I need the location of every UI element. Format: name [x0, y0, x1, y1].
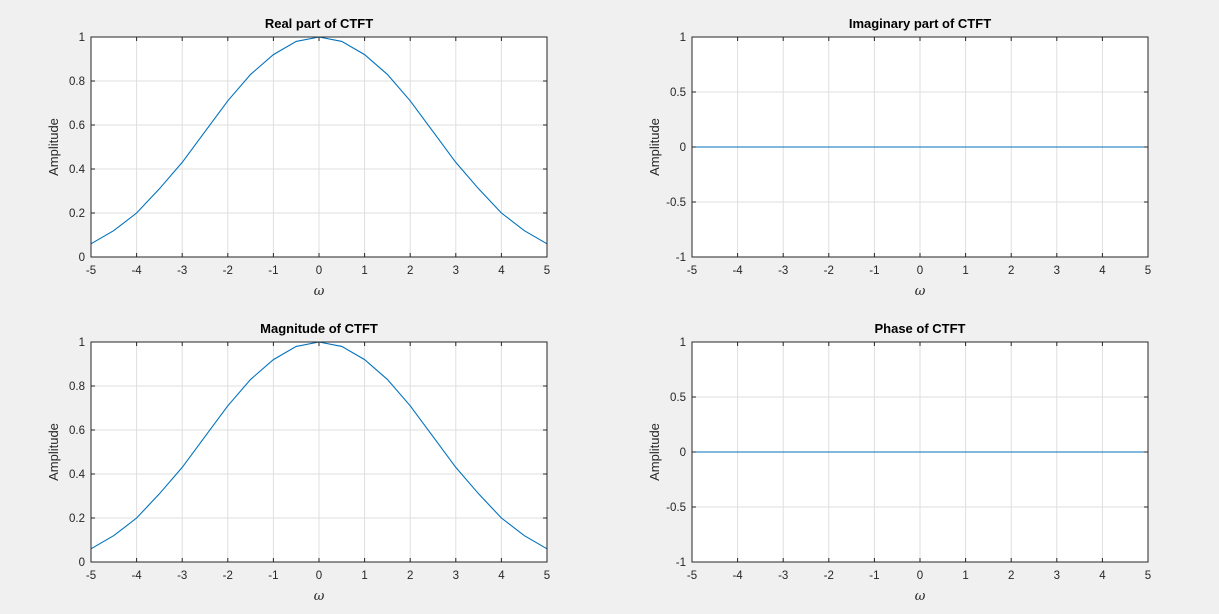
y-tick-label: 0	[680, 142, 686, 154]
y-tick-label: 0	[680, 447, 686, 459]
y-tick-label: 0.5	[670, 87, 686, 99]
y-tick-label: 1	[680, 337, 686, 349]
y-tick-label: -0.5	[666, 197, 686, 209]
x-tick-label: -5	[86, 265, 96, 277]
x-axis-label: ω	[915, 284, 926, 299]
y-tick-label: 0.4	[69, 469, 86, 481]
x-tick-label: 1	[361, 570, 367, 582]
x-tick-label: 2	[407, 570, 413, 582]
x-tick-label: -1	[268, 570, 278, 582]
subplot-4: -5 -4 -3 -2 -1 0 1 2 3 4 5 -1 -0.5 0 0.5 1 Phase of CTFT…	[647, 321, 1151, 604]
chart-title: Imaginary part of CTFT	[849, 16, 991, 31]
y-tick-label: 0.5	[670, 392, 686, 404]
y-tick-label: 1	[79, 32, 85, 44]
x-tick-label: -2	[824, 265, 834, 277]
x-tick-label: 1	[962, 265, 968, 277]
x-tick-label: 0	[316, 570, 322, 582]
x-tick-label: 2	[407, 265, 413, 277]
x-tick-label: -2	[223, 265, 233, 277]
x-tick-label: -2	[223, 570, 233, 582]
x-tick-label: 3	[1054, 265, 1060, 277]
x-axis-label: ω	[915, 589, 926, 604]
x-tick-label: 4	[498, 265, 505, 277]
y-tick-label: 0.8	[69, 76, 85, 88]
x-tick-label: -1	[268, 265, 278, 277]
x-tick-label: 3	[453, 265, 459, 277]
y-tick-label: 1	[680, 32, 686, 44]
x-tick-label: -3	[778, 265, 788, 277]
x-tick-label: -4	[131, 265, 142, 277]
x-tick-label: 2	[1008, 265, 1014, 277]
y-axis-label: Amplitude	[647, 423, 662, 481]
x-tick-label: -1	[869, 570, 879, 582]
y-tick-label: 0.8	[69, 381, 85, 393]
y-tick-label: 0.2	[69, 208, 85, 220]
subplot-3: -5 -4 -3 -2 -1 0 1 2 3 4 5 0 0.2 0.4 0.6 0.8 1 Magnitude …	[46, 321, 550, 604]
x-tick-label: 1	[962, 570, 968, 582]
chart-title: Magnitude of CTFT	[260, 321, 378, 336]
x-axis-label: ω	[314, 589, 325, 604]
x-axis-label: ω	[314, 284, 325, 299]
subplot-1: -5 -4 -3 -2 -1 0 1 2 3 4 5 0 0.2 0.4 0.6 0.8 1 Real part …	[46, 16, 550, 299]
x-tick-label: 1	[361, 265, 367, 277]
y-axis-label: Amplitude	[46, 423, 61, 481]
y-tick-label: 1	[79, 337, 85, 349]
x-tick-label: -1	[869, 265, 879, 277]
chart-title: Real part of CTFT	[265, 16, 373, 31]
x-tick-label: -3	[177, 265, 187, 277]
x-tick-label: -4	[732, 570, 743, 582]
x-tick-label: -3	[778, 570, 788, 582]
y-tick-label: 0.6	[69, 120, 85, 132]
x-tick-label: -4	[131, 570, 142, 582]
x-tick-label: 4	[498, 570, 505, 582]
subplot-2: -5 -4 -3 -2 -1 0 1 2 3 4 5 -1 -0.5 0 0.5 1 Imaginary par…	[647, 16, 1151, 299]
x-tick-label: -5	[86, 570, 96, 582]
y-tick-label: 0.6	[69, 425, 85, 437]
x-tick-label: 4	[1099, 570, 1106, 582]
y-tick-label: -1	[676, 557, 686, 569]
y-axis-label: Amplitude	[647, 118, 662, 176]
y-tick-label: 0.2	[69, 513, 85, 525]
x-tick-label: 5	[1145, 265, 1151, 277]
x-tick-label: 0	[316, 265, 322, 277]
y-tick-label: 0	[79, 557, 85, 569]
x-tick-label: 2	[1008, 570, 1014, 582]
x-tick-label: -3	[177, 570, 187, 582]
x-tick-label: 3	[453, 570, 459, 582]
y-tick-label: -0.5	[666, 502, 686, 514]
y-tick-label: 0	[79, 252, 85, 264]
x-tick-label: 3	[1054, 570, 1060, 582]
y-axis-label: Amplitude	[46, 118, 61, 176]
x-tick-label: 5	[544, 265, 550, 277]
x-tick-label: -2	[824, 570, 834, 582]
y-tick-label: 0.4	[69, 164, 86, 176]
x-tick-label: 0	[917, 570, 923, 582]
x-tick-label: 4	[1099, 265, 1106, 277]
x-tick-label: 5	[1145, 570, 1151, 582]
y-tick-label: -1	[676, 252, 686, 264]
chart-title: Phase of CTFT	[874, 321, 965, 336]
x-tick-label: 0	[917, 265, 923, 277]
x-tick-label: 5	[544, 570, 550, 582]
x-tick-label: -5	[687, 265, 697, 277]
x-tick-label: -5	[687, 570, 697, 582]
x-tick-label: -4	[732, 265, 743, 277]
